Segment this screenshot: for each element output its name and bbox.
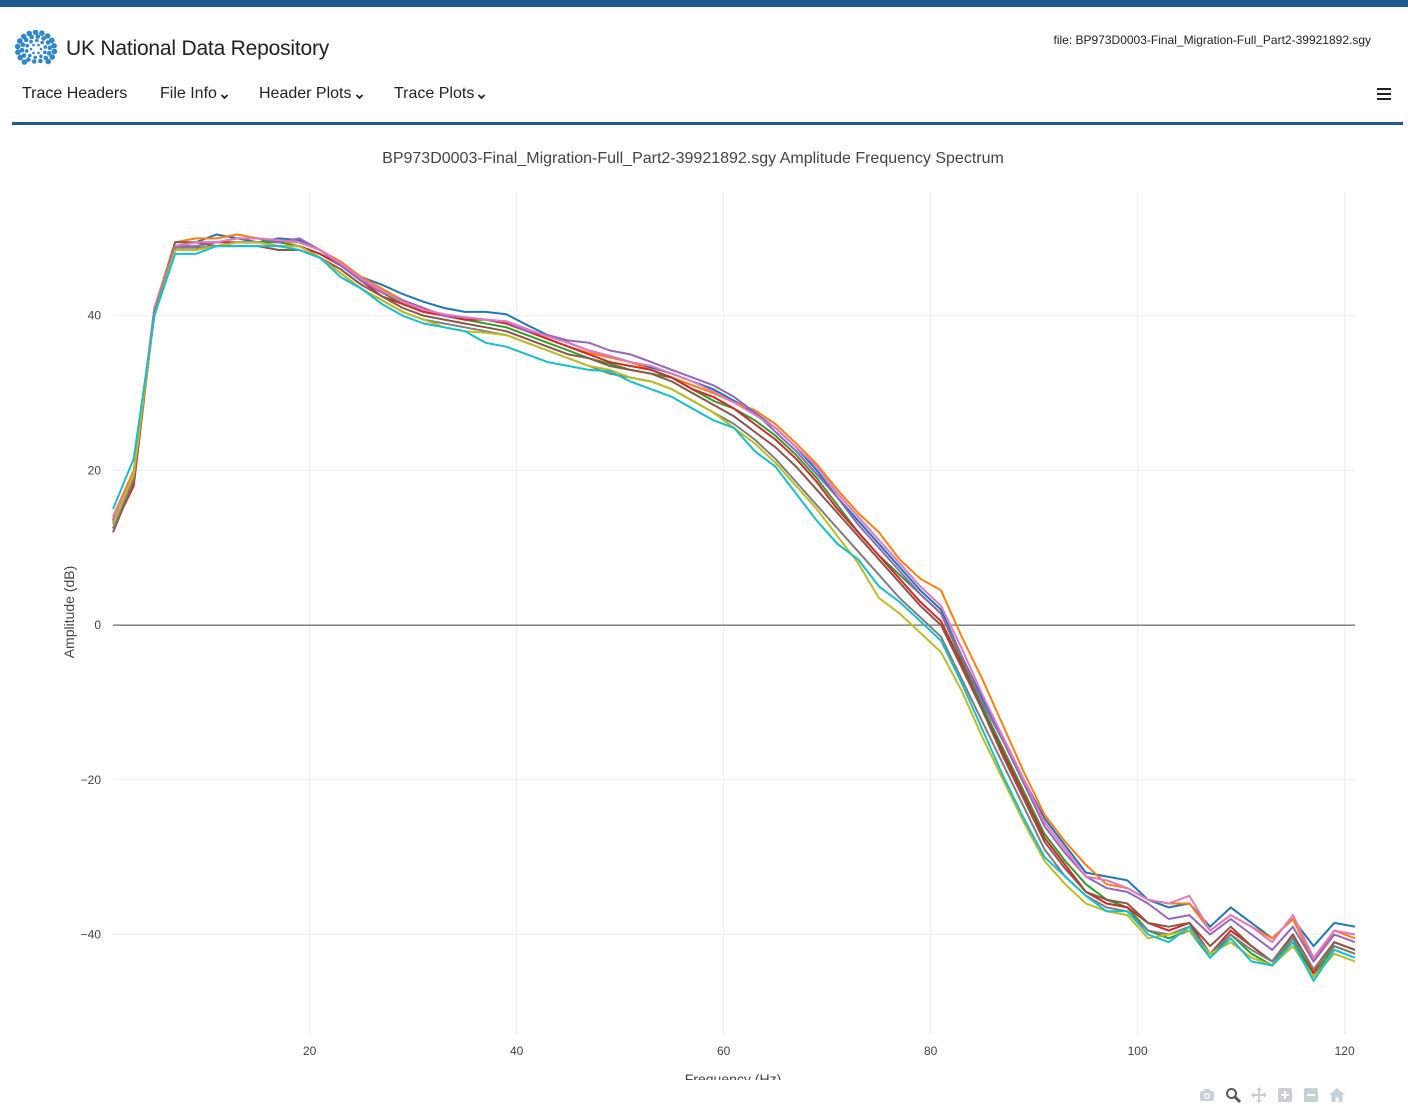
- logo-dot: [31, 59, 37, 64]
- logo-dot: [39, 54, 43, 59]
- series-line-3[interactable]: [112, 241, 1356, 978]
- top-accent-bar: [0, 0, 1408, 7]
- logo-dot: [37, 51, 40, 55]
- x-axis-label: Frequency (Hz): [685, 1071, 781, 1080]
- series-group: [112, 233, 1356, 982]
- logo-text: UK National Data Repository: [66, 37, 330, 60]
- logo-dot: [32, 30, 39, 36]
- logo-dot: [32, 43, 35, 47]
- nav-label: Header Plots: [259, 85, 352, 102]
- nav-label: File Info: [160, 85, 217, 102]
- x-tick-label: 80: [924, 1044, 938, 1058]
- nav-label: Trace Headers: [22, 85, 128, 102]
- logo-dot: [43, 45, 48, 49]
- logo-icon: [14, 30, 58, 65]
- logo-dot: [32, 51, 35, 55]
- nav-label: Trace Plots: [394, 85, 475, 102]
- logo-dot: [29, 47, 33, 51]
- logo-dot: [49, 37, 55, 44]
- file-name-label: file: BP973D0003-Final_Migration-Full_Pa…: [1053, 33, 1371, 47]
- series-line-7[interactable]: [112, 237, 1356, 959]
- series-line-1[interactable]: [112, 233, 1356, 948]
- logo-dot: [20, 42, 26, 47]
- nav-trace-headers[interactable]: Trace Headers: [22, 85, 127, 103]
- x-tick-label: 60: [717, 1044, 731, 1058]
- logo-dot: [40, 40, 44, 45]
- logo-dot: [41, 36, 46, 41]
- x-tick-label: 40: [510, 1044, 524, 1058]
- logo-dot: [51, 43, 57, 49]
- nav-file-info[interactable]: File Info: [160, 85, 229, 103]
- series-line-9[interactable]: [112, 241, 1356, 978]
- series-line-6[interactable]: [112, 241, 1356, 971]
- zoom-out-icon[interactable]: [1298, 1086, 1324, 1104]
- x-tick-label: 120: [1335, 1044, 1355, 1058]
- x-tick-label: 100: [1128, 1044, 1148, 1058]
- logo-dot: [39, 30, 45, 36]
- chevron-down-icon: [220, 94, 229, 100]
- logo-dot: [51, 48, 58, 55]
- logo-dot: [26, 30, 33, 37]
- logo-dot: [49, 54, 55, 60]
- amplitude-spectrum-chart[interactable]: 20 40 60 80 100 120 −40 −20 0 20 40 BP973D0003-Fi…: [0, 130, 1408, 1080]
- zoom-in-icon[interactable]: [1272, 1086, 1298, 1104]
- chevron-down-icon: [355, 94, 363, 100]
- pan-icon[interactable]: [1246, 1086, 1272, 1104]
- logo-dot: [21, 33, 27, 40]
- logo-dot: [47, 45, 53, 51]
- logo-dot: [44, 33, 51, 39]
- series-line-5[interactable]: [112, 237, 1356, 963]
- chart-title: BP973D0003-Final_Migration-Full_Part2-39…: [382, 150, 1004, 167]
- chart-modebar: [1194, 1086, 1350, 1104]
- chart-grid: [113, 192, 1355, 1035]
- zoom-icon[interactable]: [1220, 1086, 1246, 1104]
- y-tick-label: 40: [88, 309, 102, 323]
- camera-icon[interactable]: [1194, 1086, 1220, 1104]
- logo-dot: [37, 43, 40, 47]
- main-nav: Trace Headers File Info Header Plots Tra…: [12, 82, 1403, 125]
- logo-dot: [45, 58, 51, 65]
- y-tick-label: −20: [81, 773, 102, 787]
- logo-dot: [21, 53, 27, 58]
- series-line-4[interactable]: [112, 241, 1356, 975]
- x-tick-labels: 20 40 60 80 100 120: [303, 1044, 1355, 1058]
- logo-dot: [43, 50, 47, 55]
- logo-dot: [35, 34, 41, 39]
- logo-dot: [17, 38, 23, 44]
- logo-dot: [45, 40, 51, 45]
- logo-dot: [24, 49, 29, 53]
- logo-dot: [14, 43, 21, 50]
- logo-dot: [15, 49, 21, 55]
- logo-dot: [26, 57, 31, 62]
- logo-dot: [39, 47, 43, 51]
- logo[interactable]: UK National Data Repository: [14, 30, 329, 68]
- logo-dot: [35, 38, 39, 43]
- y-tick-label: −40: [81, 927, 102, 941]
- logo-dot: [28, 53, 32, 58]
- logo-dot: [17, 54, 23, 61]
- y-axis-label: Amplitude (dB): [61, 566, 77, 659]
- x-tick-label: 20: [303, 1044, 317, 1058]
- nav-trace-plots[interactable]: Trace Plots: [394, 85, 486, 103]
- logo-dot: [33, 55, 37, 60]
- hamburger-icon[interactable]: [1377, 88, 1391, 101]
- logo-dot: [21, 59, 28, 65]
- nav-header-plots[interactable]: Header Plots: [259, 85, 364, 103]
- chevron-down-icon: [478, 94, 486, 100]
- home-icon[interactable]: [1324, 1086, 1350, 1104]
- logo-dot: [19, 47, 25, 53]
- logo-dot: [25, 43, 29, 48]
- series-line-10[interactable]: [112, 245, 1356, 982]
- y-tick-label: 20: [88, 463, 102, 477]
- series-line-8[interactable]: [112, 241, 1356, 971]
- logo-dot: [46, 51, 52, 56]
- logo-dot: [29, 39, 33, 44]
- y-tick-labels: −40 −20 0 20 40: [81, 309, 102, 942]
- logo-dot: [38, 58, 43, 64]
- y-tick-label: 0: [94, 618, 101, 632]
- series-line-2[interactable]: [112, 233, 1356, 963]
